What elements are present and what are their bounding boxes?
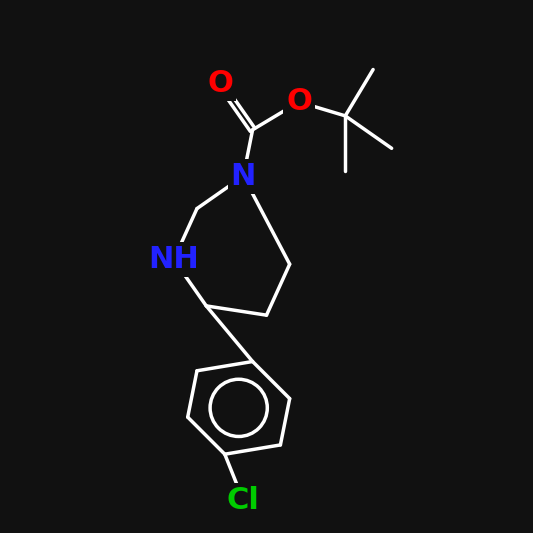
Text: Cl: Cl: [227, 486, 260, 515]
Text: O: O: [286, 87, 312, 117]
Text: NH: NH: [148, 245, 199, 274]
Text: O: O: [207, 69, 233, 98]
Text: N: N: [231, 161, 256, 191]
